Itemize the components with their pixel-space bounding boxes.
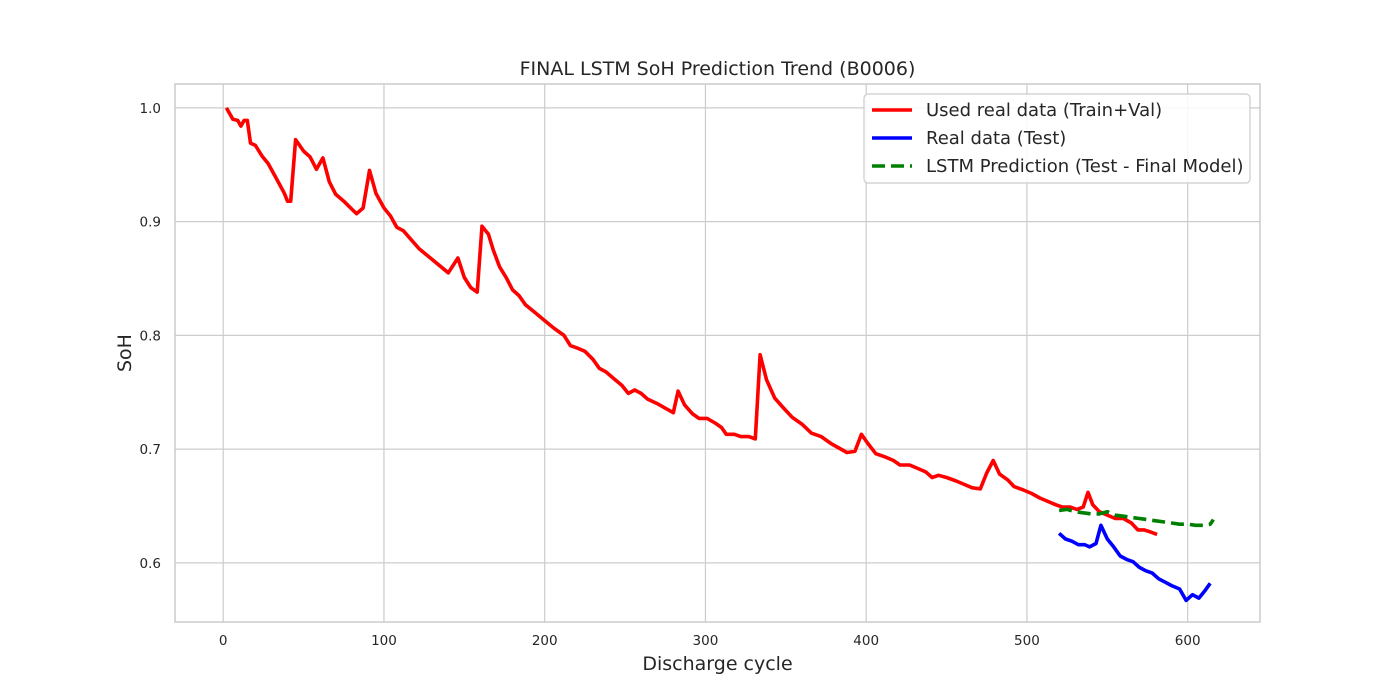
- plot-frame: [174, 83, 1261, 623]
- series-line-1: [224, 107, 1158, 537]
- y-tick-label: 0.7: [140, 442, 161, 458]
- x-axis-label: Discharge cycle: [642, 653, 792, 675]
- chart-title: FINAL LSTM SoH Prediction Trend (B0006): [520, 58, 916, 80]
- y-tick-label: 0.6: [140, 556, 161, 572]
- legend-label: LSTM Prediction (Test - Final Model): [926, 156, 1244, 177]
- y-axis-label: SoH: [114, 334, 136, 372]
- y-tick-label: 0.9: [140, 215, 161, 231]
- x-tick-label: 300: [693, 633, 719, 649]
- y-tick-label: 0.8: [140, 328, 161, 344]
- legend-label: Real data (Test): [926, 128, 1066, 149]
- x-tick-label: 100: [371, 633, 397, 649]
- x-tick-label: 600: [1175, 633, 1201, 649]
- y-axis-ticks: 0.6 0.7 0.8 0.9 1.0: [140, 101, 161, 572]
- series-line-2: [1057, 523, 1212, 603]
- x-axis-ticks: 0 100 200 300 400 500 600: [219, 633, 1201, 649]
- series-layer: [224, 107, 1215, 603]
- legend-label: Used real data (Train+Val): [926, 100, 1162, 121]
- series-line-3: [1058, 507, 1215, 528]
- x-tick-label: 0: [219, 633, 228, 649]
- x-tick-label: 400: [853, 633, 879, 649]
- legend: Used real data (Train+Val) Real data (Tes…: [863, 93, 1251, 184]
- y-tick-label: 1.0: [140, 101, 161, 117]
- x-tick-label: 200: [532, 633, 558, 649]
- legend-box: [863, 93, 1251, 184]
- x-tick-label: 500: [1014, 633, 1040, 649]
